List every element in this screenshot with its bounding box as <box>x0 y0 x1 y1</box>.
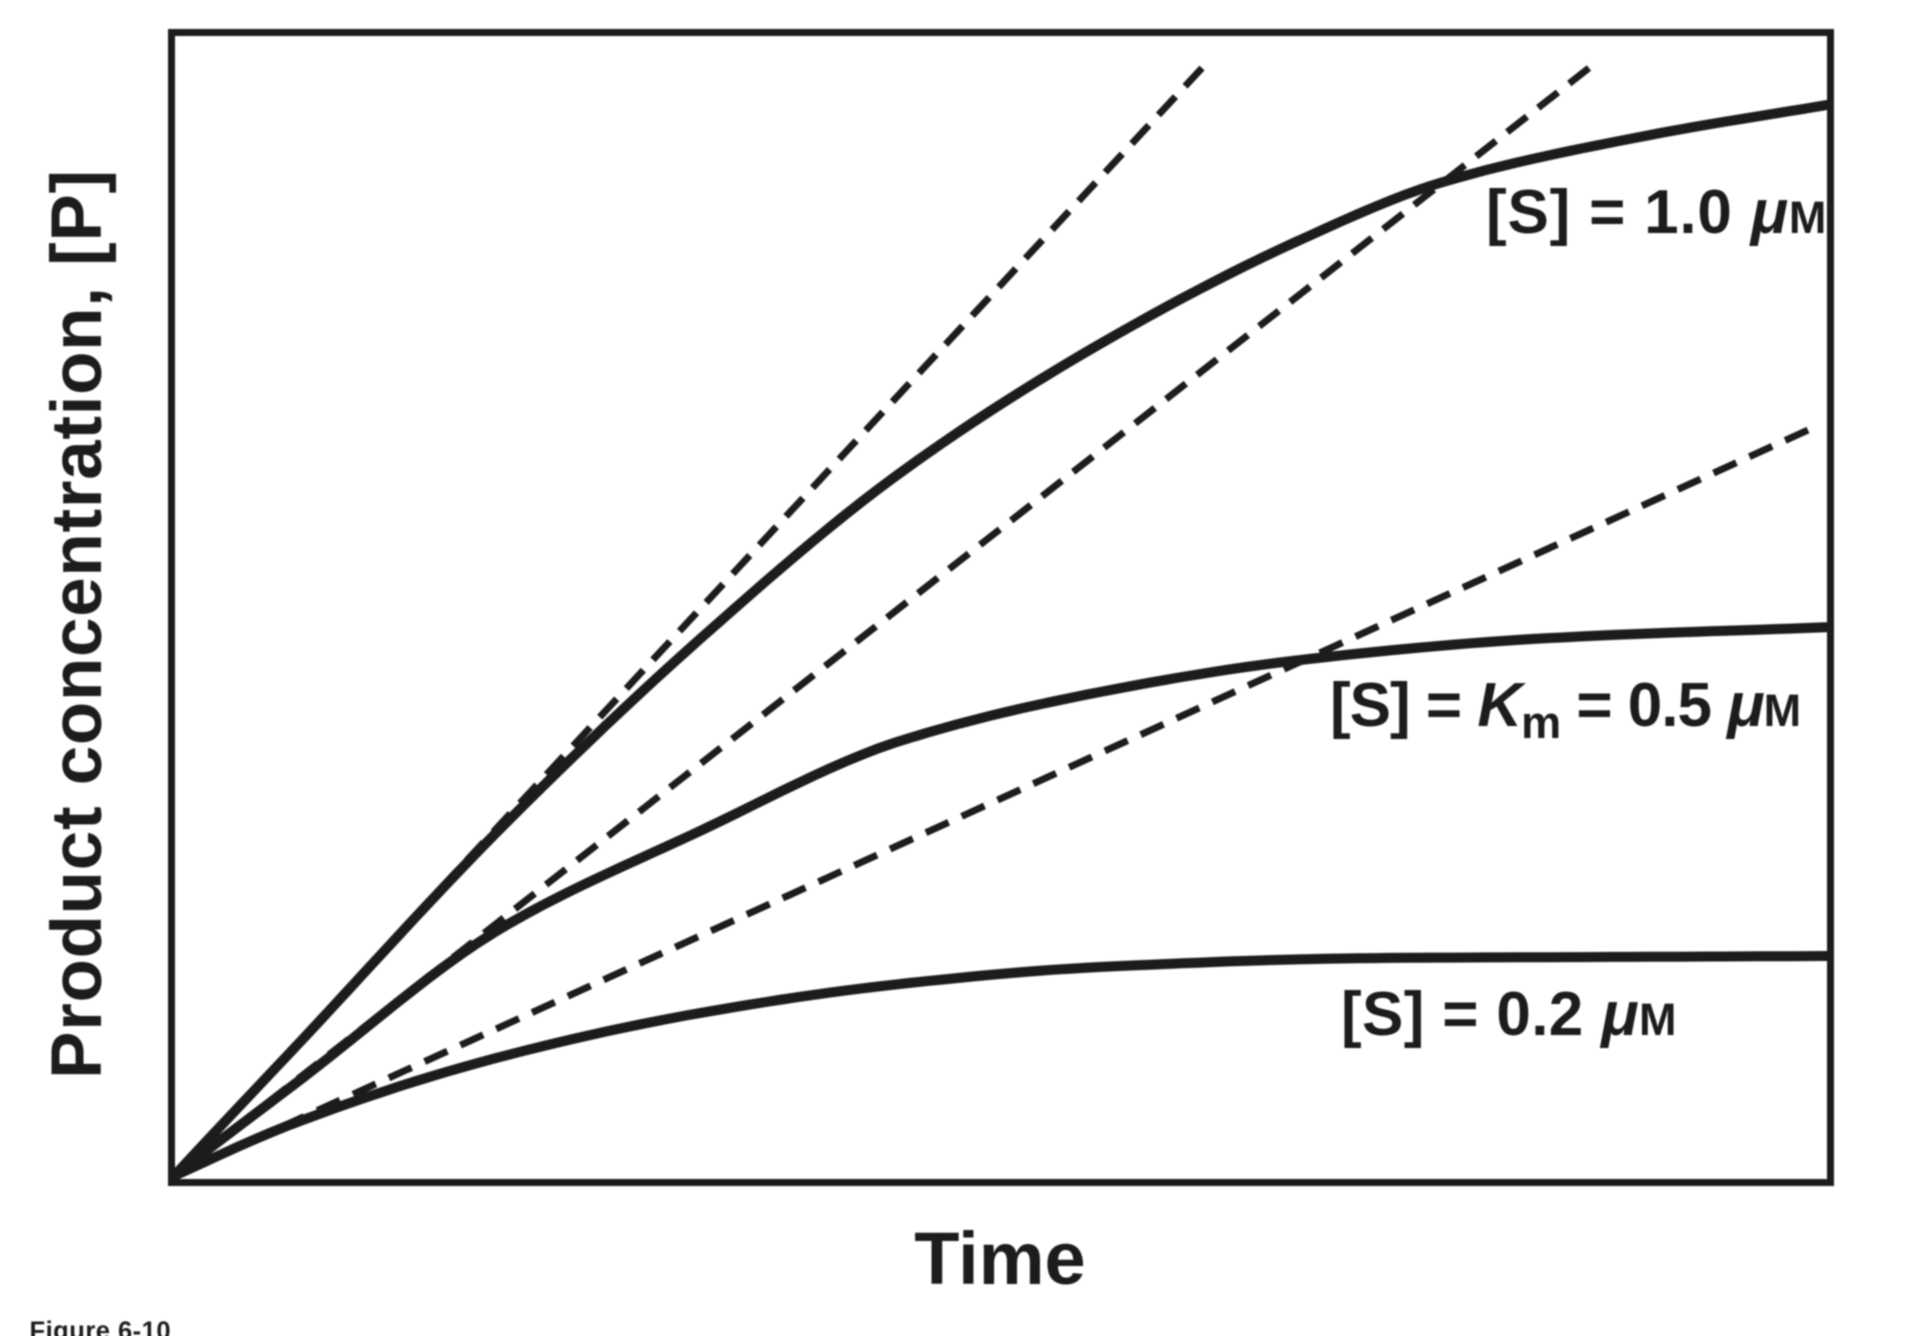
svg-text:[S] = Km = 0.5 μM: [S] = Km = 0.5 μM <box>1330 671 1800 748</box>
svg-text:Figure 6-10: Figure 6-10 <box>30 1318 172 1336</box>
svg-text:Time: Time <box>914 1217 1085 1300</box>
svg-text:Product concentration, [P]: Product concentration, [P] <box>38 169 117 1079</box>
svg-text:[S] = 0.2 μM: [S] = 0.2 μM <box>1341 980 1677 1049</box>
svg-text:[S] = 1.0 μM: [S] = 1.0 μM <box>1486 178 1827 247</box>
